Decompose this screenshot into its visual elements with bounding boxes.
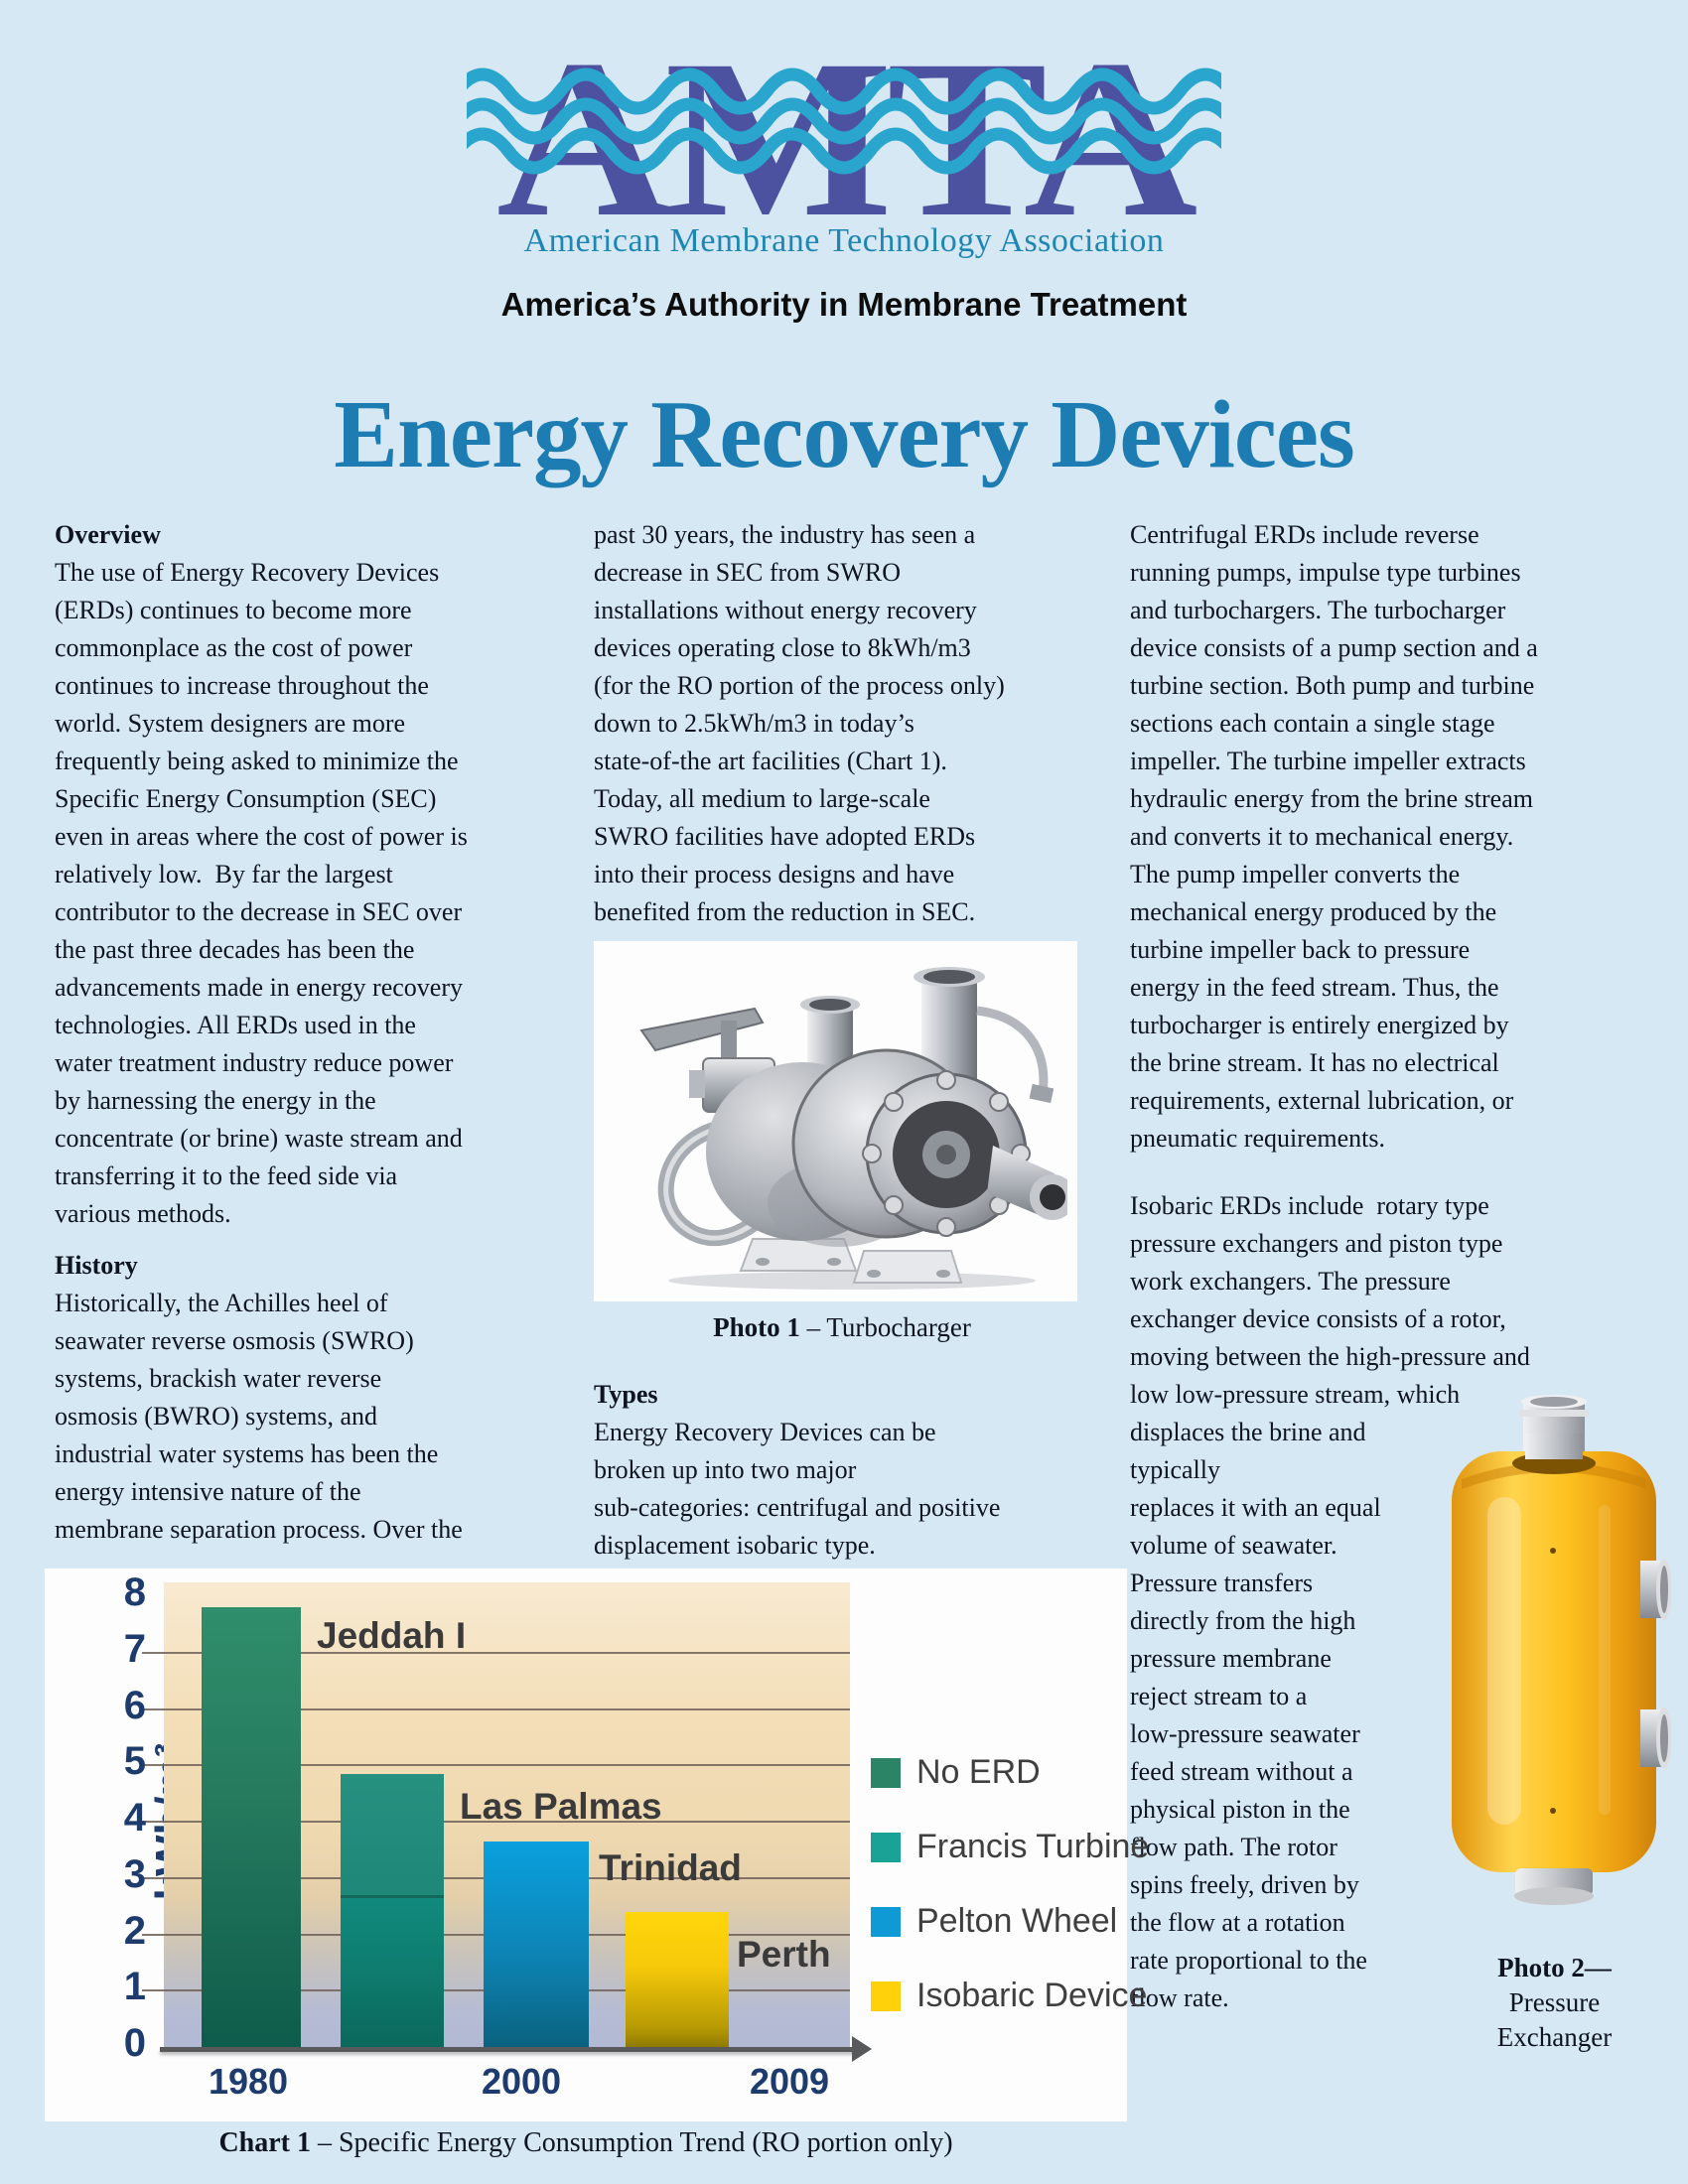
legend-item-pelton-wheel: Pelton Wheel	[871, 1902, 1117, 1941]
chart-plot-area	[142, 1582, 850, 2047]
amta-logo: AMTA	[467, 28, 1221, 251]
photo2-caption: Photo 2— Pressure Exchanger	[1438, 1951, 1671, 2055]
overview-heading: Overview	[55, 520, 161, 549]
photo1-caption-bold: Photo 1	[713, 1312, 800, 1342]
y-tick-label: 5	[123, 1739, 146, 1784]
x-axis-line	[160, 2047, 854, 2052]
x-tick-label: 1980	[208, 2061, 289, 2102]
types-heading: Types	[594, 1380, 658, 1409]
column-2-text: past 30 years, the industry has seen a d…	[594, 520, 1005, 926]
y-tick-label: 0	[123, 2021, 146, 2065]
gridline	[142, 1651, 850, 1654]
history-heading: History	[55, 1251, 138, 1280]
pressure-exchanger-illustration	[1452, 1395, 1672, 1905]
y-tick-label: 3	[123, 1851, 146, 1896]
legend-swatch-icon	[871, 1906, 901, 1937]
isobaric-text: Isobaric ERDs include rotary type pressu…	[1130, 1191, 1530, 2012]
legend-item-no-erd: No ERD	[871, 1753, 1041, 1792]
chart-caption-bold: Chart 1	[218, 2127, 311, 2158]
overview-text: The use of Energy Recovery Devices (ERDs…	[55, 558, 468, 1228]
org-tagline: America’s Authority in Membrane Treatmen…	[500, 286, 1188, 323]
page-title: Energy Recovery Devices	[334, 381, 1354, 487]
types-text: Energy Recovery Devices can be broken up…	[594, 1418, 1001, 1560]
y-tick-label: 4	[123, 1796, 146, 1840]
bar-jeddah-i	[202, 1607, 301, 2047]
legend-item-isobaric-device: Isobaric Device	[871, 1977, 1147, 2015]
x-tick-label: 2009	[749, 2061, 830, 2102]
bar-perth	[626, 1911, 729, 2047]
water-waves-icon	[467, 68, 1221, 175]
legend-item-francis-turbine: Francis Turbine	[871, 1828, 1149, 1866]
y-tick-label: 2	[123, 1908, 146, 1953]
bar-trinidad	[484, 1841, 589, 2047]
legend-swatch-icon	[871, 1832, 901, 1862]
bar-site-label: Perth	[737, 1933, 831, 1975]
bar-site-label: Las Palmas	[460, 1785, 662, 1827]
bar-upper-segment	[341, 1773, 444, 1898]
history-text: Historically, the Achilles heel of seawa…	[55, 1289, 463, 1544]
x-axis-arrow-icon	[852, 2036, 872, 2062]
turbocharger-illustration	[639, 966, 1067, 1290]
y-tick-label: 7	[123, 1626, 146, 1671]
y-tick-label: 8	[123, 1570, 146, 1614]
photo2-caption-lines: Pressure Exchanger	[1496, 1987, 1613, 2052]
org-name: American Membrane Technology Association	[523, 222, 1165, 259]
y-tick-label: 1	[123, 1965, 146, 2009]
legend-swatch-icon	[871, 1980, 901, 2011]
photo2-caption-bold: Photo 2—	[1497, 1953, 1612, 1982]
y-tick-label: 6	[123, 1683, 146, 1727]
chart-caption: Chart 1 – Specific Energy Consumption Tr…	[45, 2127, 1127, 2159]
gridline	[142, 1707, 850, 1710]
legend-swatch-icon	[871, 1757, 901, 1788]
column-1: Overview The use of Energy Recovery Devi…	[55, 516, 561, 1549]
column-2: past 30 years, the industry has seen a d…	[594, 516, 1090, 1565]
legend-label: Francis Turbine	[916, 1828, 1150, 1865]
chart-caption-rest: – Specific Energy Consumption Trend (RO …	[310, 2127, 953, 2158]
x-tick-label: 2000	[481, 2061, 562, 2102]
column-3: Centrifugal ERDs include reverse running…	[1130, 516, 1672, 2052]
bar-site-label: Jeddah I	[317, 1615, 467, 1657]
gridline	[142, 1821, 850, 1823]
photo1-caption: Photo 1 – Turbocharger	[594, 1308, 1090, 1346]
turbocharger-photo	[594, 941, 1077, 1301]
legend-label: Pelton Wheel	[916, 1902, 1118, 1940]
photo1-caption-rest: – Turbocharger	[799, 1312, 971, 1342]
pressure-exchanger-photo: Photo 2— Pressure Exchanger	[1438, 1394, 1672, 2055]
legend-label: No ERD	[916, 1753, 1041, 1791]
bar-las-palmas	[341, 1773, 444, 2047]
centrifugal-text: Centrifugal ERDs include reverse running…	[1130, 520, 1538, 1153]
gridline	[142, 1764, 850, 1767]
legend-label: Isobaric Device	[916, 1977, 1148, 2014]
bar-site-label: Trinidad	[599, 1846, 742, 1888]
